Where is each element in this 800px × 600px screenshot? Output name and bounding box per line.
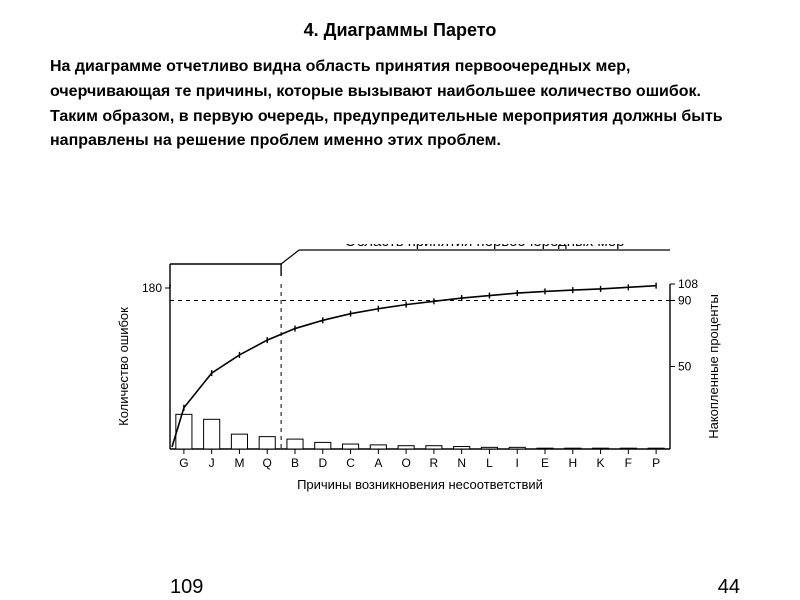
svg-text:N: N bbox=[457, 456, 466, 470]
svg-text:B: B bbox=[291, 456, 299, 470]
svg-text:P: P bbox=[652, 456, 660, 470]
svg-text:E: E bbox=[541, 456, 549, 470]
svg-text:F: F bbox=[625, 456, 632, 470]
svg-text:O: O bbox=[401, 456, 410, 470]
svg-text:108: 108 bbox=[678, 277, 698, 291]
svg-text:H: H bbox=[568, 456, 577, 470]
slide-number: 44 bbox=[718, 576, 740, 599]
svg-text:Причины возникновения несоотве: Причины возникновения несоответствий bbox=[297, 477, 543, 492]
svg-text:C: C bbox=[346, 456, 355, 470]
svg-text:Область принятия первоочередны: Область принятия первоочередных мер bbox=[345, 244, 625, 250]
svg-text:Количество ошибок: Количество ошибок bbox=[116, 307, 131, 426]
svg-text:L: L bbox=[486, 456, 493, 470]
svg-text:D: D bbox=[318, 456, 327, 470]
svg-text:A: A bbox=[374, 456, 382, 470]
svg-text:K: K bbox=[597, 456, 605, 470]
svg-text:G: G bbox=[179, 456, 188, 470]
page-number-center: 109 bbox=[170, 576, 203, 599]
intro-paragraph: На диаграмме отчетливо видна область при… bbox=[50, 55, 750, 154]
svg-text:90: 90 bbox=[678, 294, 692, 308]
svg-text:50: 50 bbox=[678, 360, 692, 374]
svg-text:Q: Q bbox=[263, 456, 272, 470]
svg-text:I: I bbox=[516, 456, 519, 470]
svg-text:J: J bbox=[209, 456, 215, 470]
svg-text:M: M bbox=[234, 456, 244, 470]
svg-text:Накопленные проценты: Накопленные проценты bbox=[706, 294, 721, 439]
svg-text:180: 180 bbox=[142, 281, 162, 295]
page-heading: 4. Диаграммы Парето bbox=[50, 20, 750, 41]
svg-text:R: R bbox=[430, 456, 439, 470]
pareto-chart: 180 108 90 50 G J M Q B D C A O R N L I E H K F P Область прин… bbox=[100, 244, 730, 504]
